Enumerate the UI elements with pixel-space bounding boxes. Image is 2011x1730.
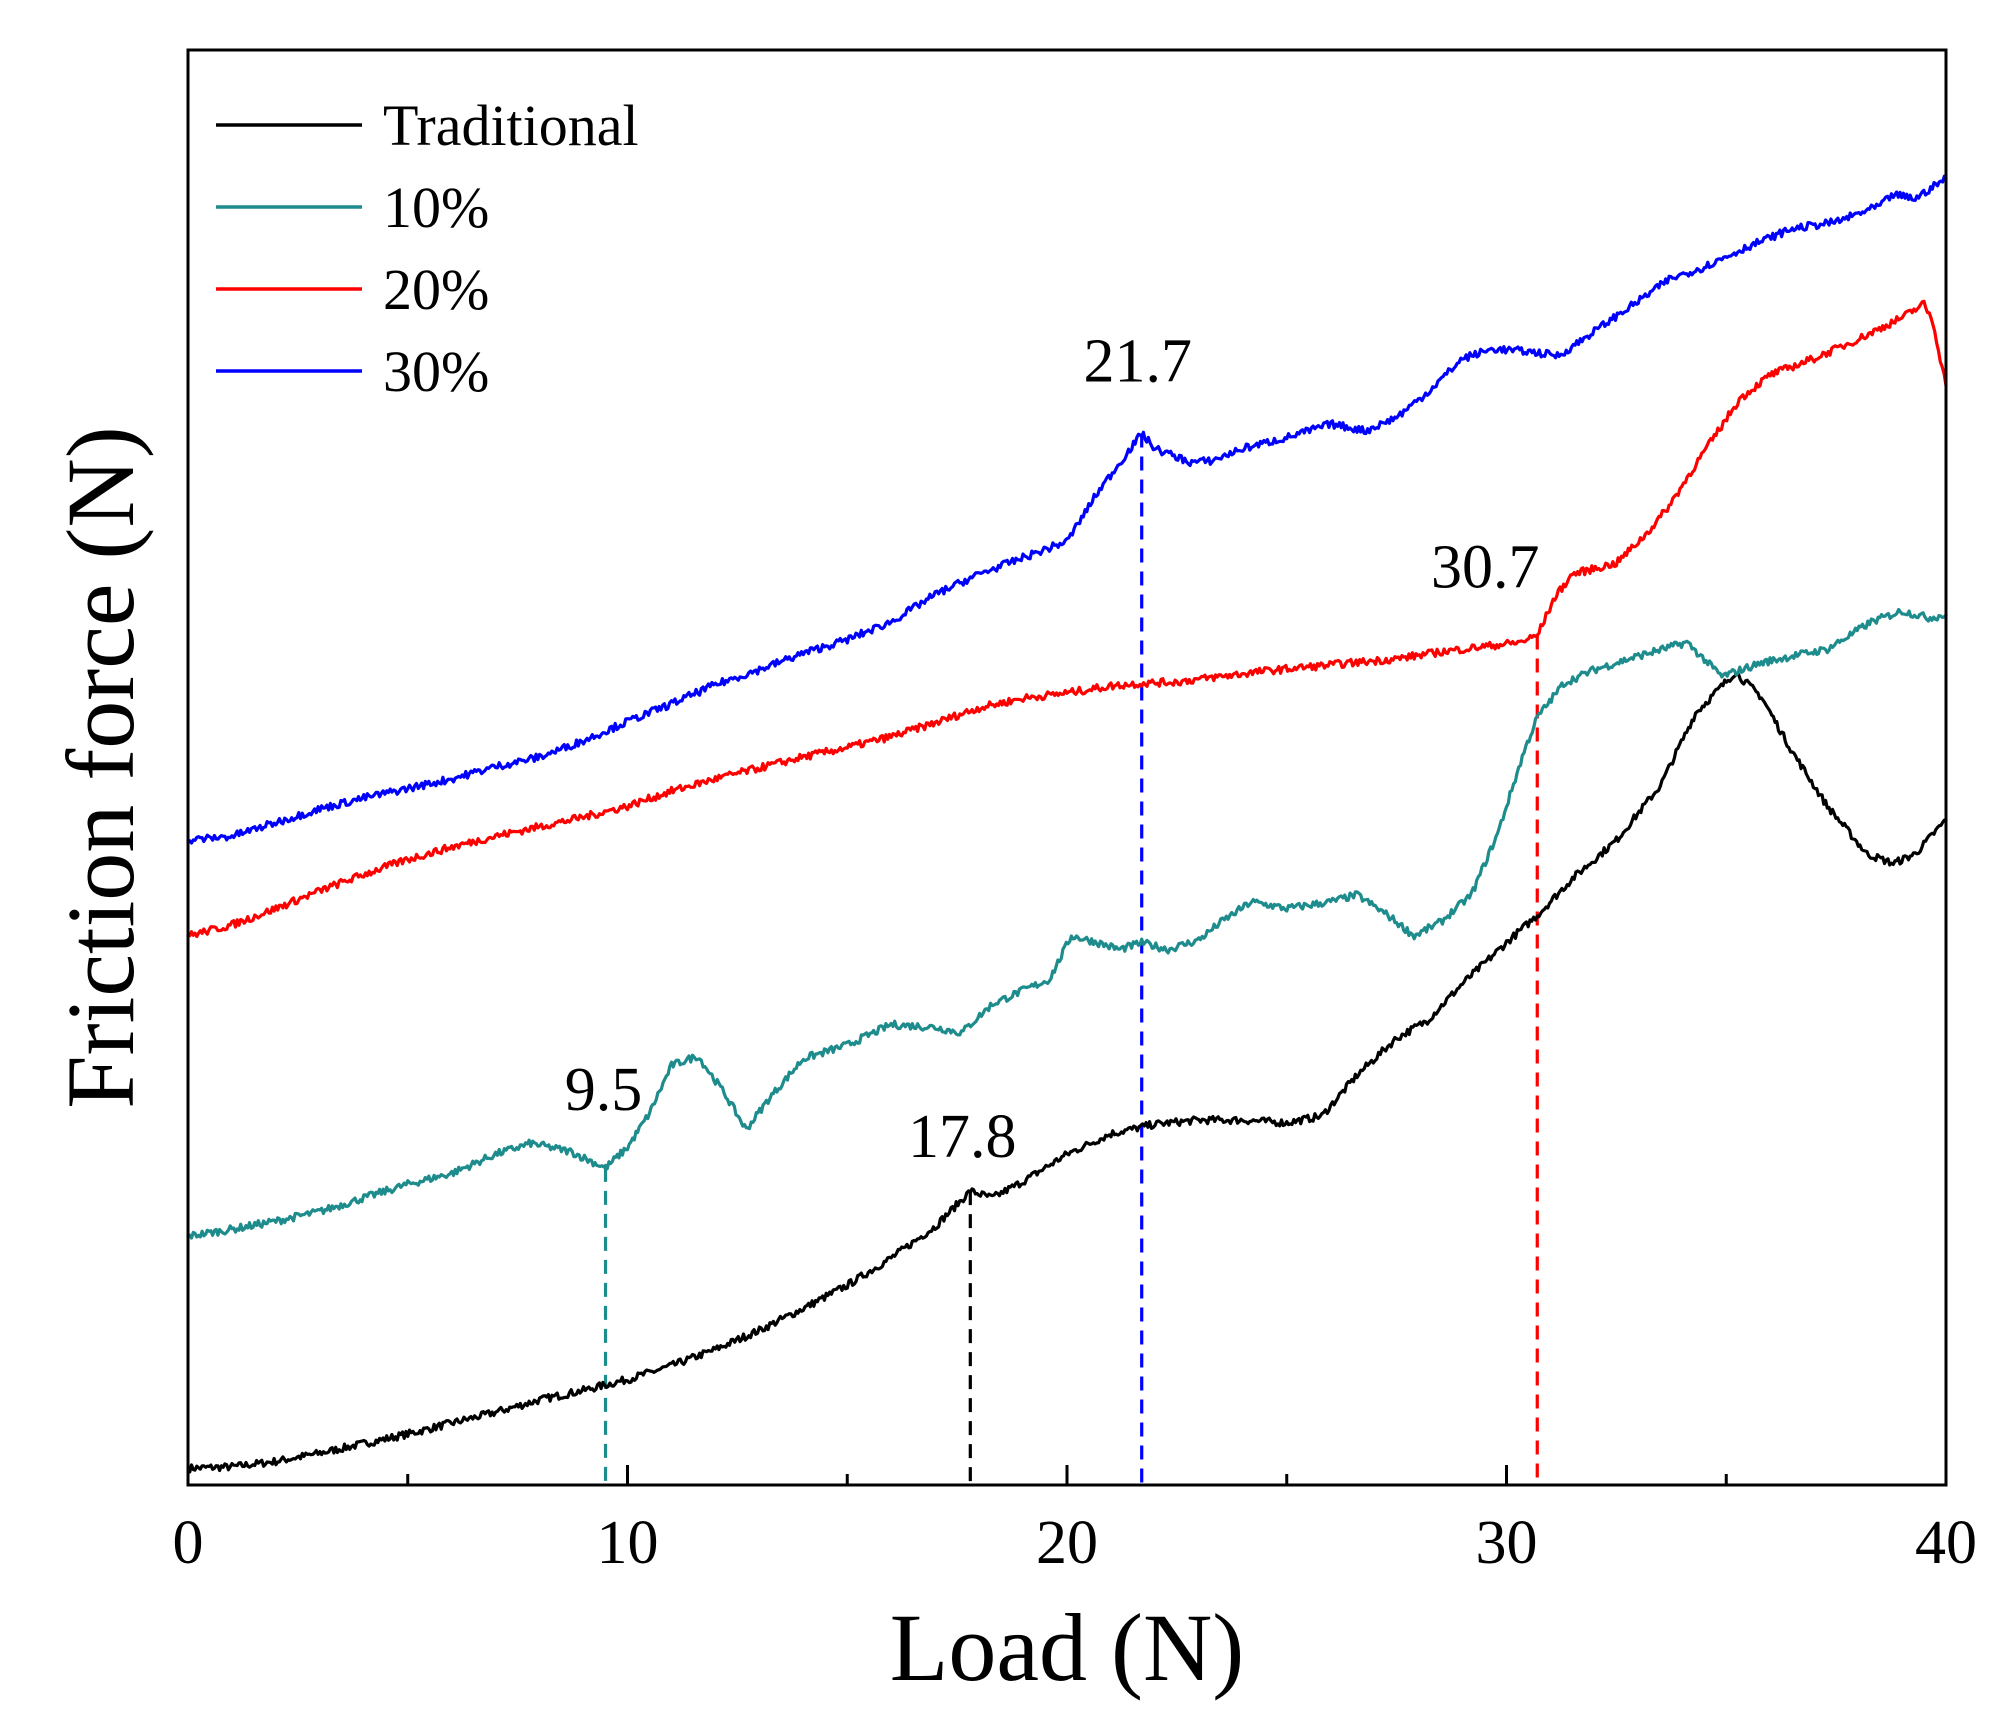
x-axis-tick-labels: 0 10 20 30 40 [173, 1509, 1978, 1577]
series-line-3 [186, 174, 1948, 845]
x-tick-label-4: 40 [1915, 1509, 1977, 1577]
annotations: 9.5 17.8 21.7 30.7 [565, 328, 1540, 1172]
legend: Traditional 10% 20% 30% [216, 93, 639, 404]
legend-label-0: Traditional [383, 93, 639, 158]
x-tick-label-1: 10 [597, 1509, 659, 1577]
legend-label-3: 30% [383, 339, 489, 404]
series-line-1 [186, 607, 1948, 1240]
annotation-label-1: 17.8 [908, 1103, 1017, 1171]
legend-label-2: 20% [383, 257, 489, 322]
x-axis-title: Load (N) [890, 1594, 1245, 1701]
annotation-label-3: 30.7 [1431, 534, 1540, 602]
annotation-label-2: 21.7 [1083, 328, 1192, 396]
marker-lines [603, 433, 1539, 1483]
x-axis-ticks [186, 1465, 1948, 1485]
series-line-2 [186, 299, 1948, 939]
legend-label-1: 10% [383, 175, 489, 240]
series-lines [186, 174, 1948, 1474]
series-line-0 [186, 671, 1948, 1474]
annotation-label-0: 9.5 [565, 1056, 643, 1124]
x-tick-label-3: 30 [1476, 1509, 1538, 1577]
x-tick-label-0: 0 [173, 1509, 204, 1577]
y-axis-title: Friction force (N) [47, 426, 154, 1108]
x-tick-label-2: 20 [1036, 1509, 1098, 1577]
